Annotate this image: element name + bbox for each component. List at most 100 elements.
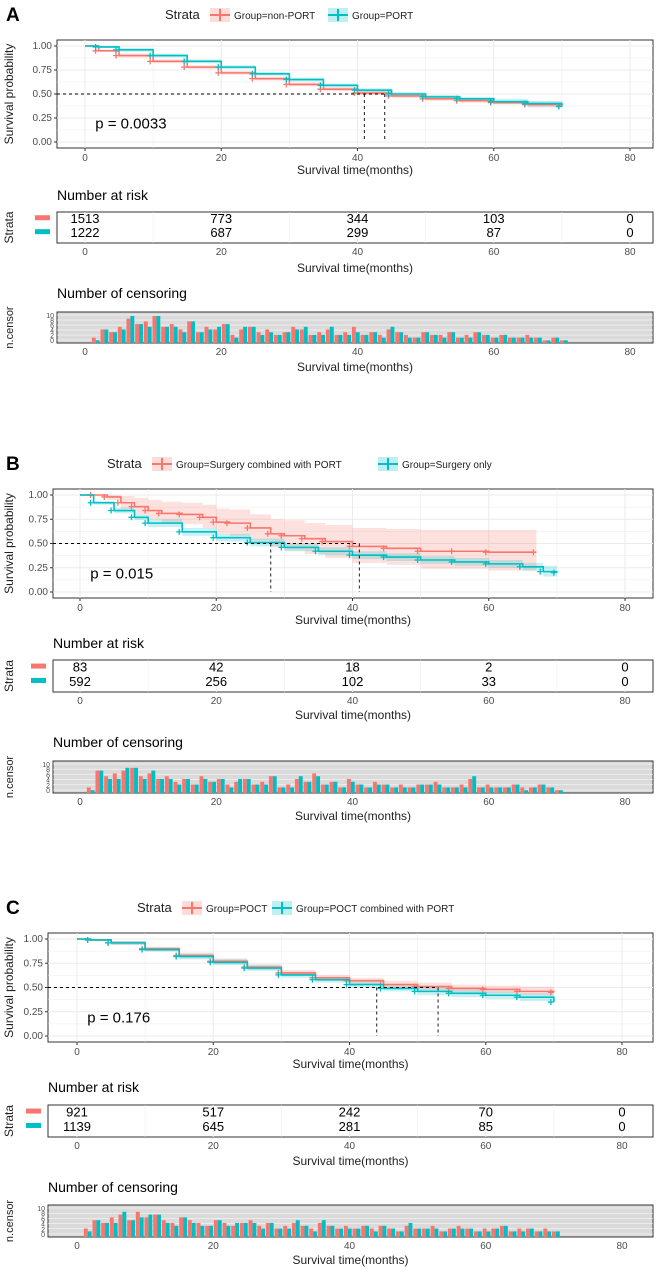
risk-title: Number at risk (48, 1079, 140, 1095)
censor-bar (369, 332, 374, 343)
censor-bar (122, 1211, 127, 1237)
censor-bar (338, 787, 343, 793)
x-tick-label: 60 (480, 1047, 492, 1058)
censor-mark (147, 52, 154, 59)
censor-bar (104, 776, 109, 793)
censor-bar (447, 332, 452, 343)
censor-bar (377, 334, 382, 343)
censor-bar (121, 770, 126, 793)
censor-bar (265, 1223, 270, 1237)
risk-strata-key (31, 677, 46, 683)
censor-bar (542, 340, 547, 343)
censor-mark (346, 543, 353, 550)
censor-bar (555, 790, 559, 793)
risk-value: 42 (209, 660, 223, 675)
censor-mark (479, 986, 486, 993)
censor-y-tick-label: 2 (41, 1227, 45, 1234)
risk-value: 2 (485, 660, 492, 675)
censor-bar (446, 787, 451, 793)
censor-mark (346, 552, 353, 559)
censor-x-tick-label: 60 (483, 797, 495, 808)
censor-bar (381, 784, 386, 793)
censor-mark (87, 499, 94, 506)
censor-bar (87, 1231, 92, 1237)
censor-bar (148, 1214, 153, 1237)
censor-bar (307, 781, 312, 793)
censor-bar (191, 1223, 196, 1237)
censor-bar (468, 337, 473, 343)
censor-bar (177, 784, 182, 793)
censor-bar (86, 787, 91, 793)
censor-bar (411, 787, 416, 793)
censor-y-tick-label: 4 (50, 328, 54, 335)
censor-bar (220, 779, 225, 793)
censor-bar (437, 784, 442, 793)
censor-mark (176, 528, 183, 535)
p-value: p = 0.0033 (95, 116, 166, 133)
y-tick-label: 1.00 (33, 41, 53, 52)
survival-plot: 1.00 0.75 0.50 0.25 0.00 Survival probability… (2, 932, 654, 1071)
risk-value: 0 (626, 211, 633, 226)
censor-bar (521, 1231, 526, 1237)
censor-bar (407, 787, 412, 793)
censor-mark (155, 510, 162, 517)
censor-bar (424, 784, 429, 793)
censor-bar (547, 1231, 552, 1237)
legend-entry: Group=PORT (352, 11, 413, 22)
risk-x-axis-title: Survival time(months) (297, 261, 413, 275)
risk-title: Number at risk (57, 187, 149, 203)
legend-entry: Group=POCT combined with PORT (296, 904, 454, 915)
censor-bar (321, 334, 326, 343)
censor-mark (210, 519, 217, 526)
risk-x-tick-label: 20 (211, 696, 223, 707)
censor-y-tick-label: 2 (46, 783, 50, 790)
censor-bar (447, 1228, 452, 1237)
y-tick-label: 1.00 (24, 934, 44, 945)
censor-bar (421, 1228, 426, 1237)
censor-bar (425, 1228, 430, 1237)
censor-bar (546, 340, 551, 343)
censor-bar (359, 784, 364, 793)
censor-bar (420, 784, 425, 793)
censor-bar (152, 316, 157, 343)
censor-mark (173, 953, 180, 960)
legend: Strata Group=non-PORT Group=PORT (165, 7, 413, 22)
censor-mark (278, 544, 285, 551)
censor-bar (529, 787, 533, 793)
censor-bar (268, 776, 273, 793)
censor-mark (487, 98, 494, 105)
censor-bar (113, 1223, 118, 1237)
risk-table: Number at risk 921 517 242 70 0 1139 645 281 85 0 S… (2, 1079, 654, 1168)
censor-bar (282, 332, 287, 343)
x-tick-label: 20 (216, 153, 228, 164)
censor-mark (215, 69, 222, 76)
risk-strata-key (31, 663, 46, 669)
risk-value: 1513 (71, 211, 100, 226)
censor-bar (412, 337, 417, 343)
censor-mark (312, 548, 319, 555)
censor-bar (485, 784, 490, 793)
censor-bar (113, 332, 117, 343)
censor-bar (511, 337, 516, 343)
censor-bar (225, 324, 230, 343)
censor-bar (391, 1228, 396, 1237)
censor-bar (169, 324, 174, 343)
ci-band (77, 939, 554, 999)
risk-value: 1222 (71, 225, 100, 240)
censor-x-tick-label: 0 (74, 1241, 80, 1252)
censor-bar (92, 1220, 97, 1237)
censor-bar (156, 779, 161, 793)
censor-bar (421, 332, 426, 343)
censor-y-tick-label: 4 (41, 1222, 45, 1229)
censor-bar (200, 1225, 205, 1237)
censor-bar (183, 1217, 187, 1237)
survival-curve (77, 938, 555, 1003)
x-tick-label: 0 (74, 1047, 80, 1058)
risk-x-tick-label: 0 (74, 1141, 80, 1152)
risk-x-tick-label: 60 (480, 1141, 492, 1152)
censor-bar (127, 1220, 132, 1237)
censor-bar (532, 787, 537, 793)
censor-bar (251, 784, 256, 793)
